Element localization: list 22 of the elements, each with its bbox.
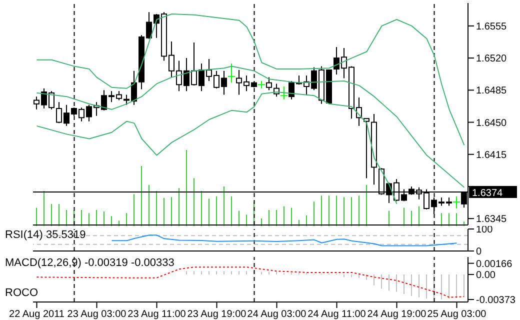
y-tick-label: 0 xyxy=(476,246,482,258)
y-tick-label: -0.00373 xyxy=(476,295,516,306)
x-tick-label: 22 Aug 2011 xyxy=(9,309,65,320)
annotation: ROCO xyxy=(5,287,38,299)
y-tick-label: 1.6555 xyxy=(476,21,508,32)
x-tick-label: 24 Aug 11:00 xyxy=(308,309,366,320)
x-tick-label: 24 Aug 19:00 xyxy=(367,309,427,320)
chart-title: RSI(14) 35.5319 xyxy=(5,229,86,241)
y-tick-label: 0.00166 xyxy=(476,258,513,270)
y-tick-label: 1.6485 xyxy=(476,86,508,97)
x-tick-label: 23 Aug 19:00 xyxy=(187,309,247,320)
y-tick-label: 1.6450 xyxy=(476,118,508,129)
ref-line-label: 1.6374 xyxy=(472,188,504,199)
x-tick-label: 23 Aug 11:00 xyxy=(128,309,186,320)
y-tick-label: 1.6520 xyxy=(476,54,508,65)
y-tick-label: 1.6415 xyxy=(476,150,508,161)
x-tick-label: 23 Aug 03:00 xyxy=(67,309,127,320)
chart-title: MACD(12,26,9) -0.00319 -0.00333 xyxy=(5,257,174,269)
y-tick-label: 0.00 xyxy=(476,270,496,281)
x-tick-label: 25 Aug 03:00 xyxy=(427,309,487,320)
y-tick-label: 1.6345 xyxy=(476,214,508,226)
x-tick-label: 24 Aug 03:00 xyxy=(247,309,307,320)
